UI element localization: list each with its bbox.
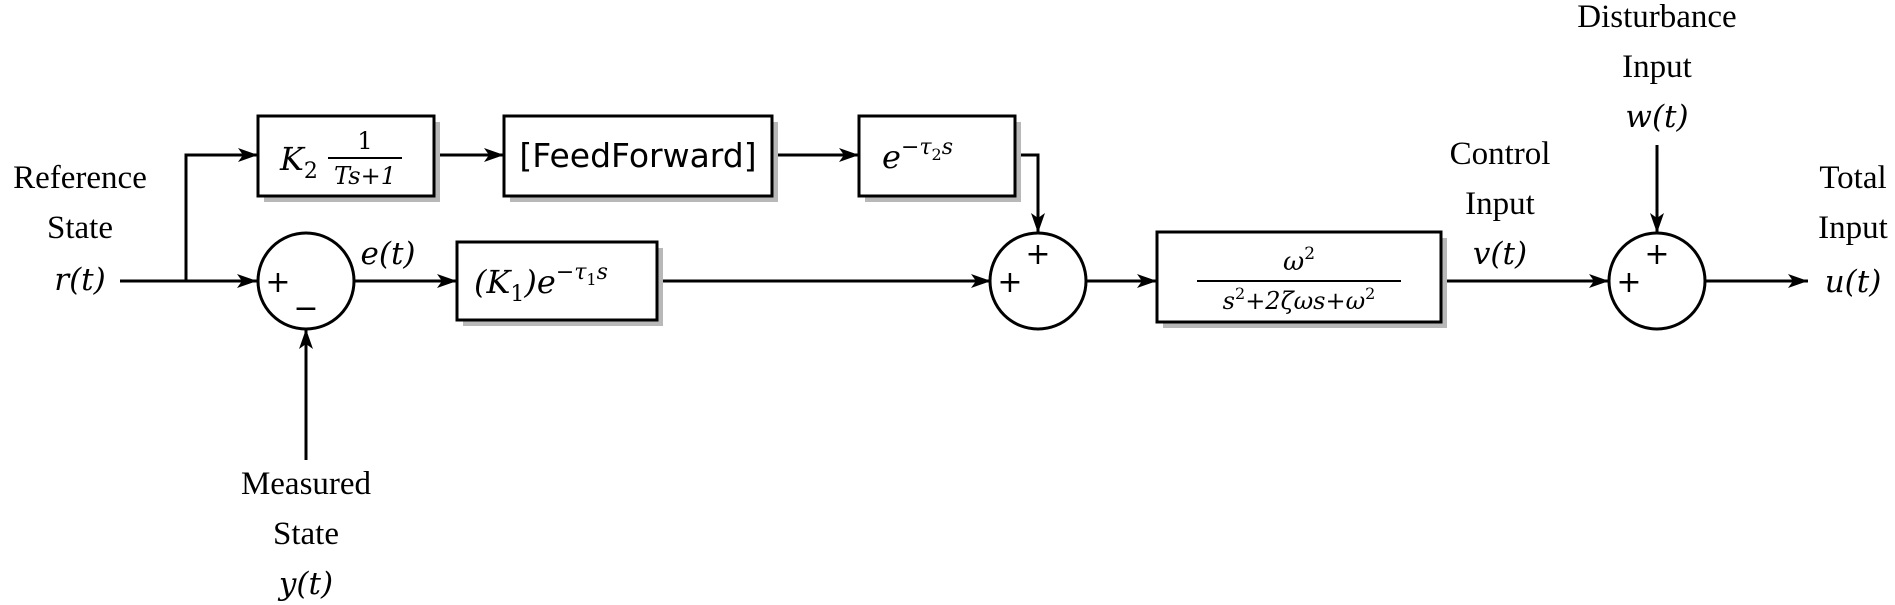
k2-gain-symbol: K2	[279, 140, 318, 184]
block-k2-lowpass: K2 1 Ts+1	[256, 114, 440, 202]
feedforward-label: [FeedForward]	[519, 136, 756, 175]
measured-label-line1: Measured	[241, 466, 372, 502]
disturbance-summing-junction: + +	[1607, 231, 1707, 331]
k2-fraction-denominator: Ts+1	[334, 162, 396, 190]
wire-delay-to-sum	[1021, 153, 1045, 233]
error-sum-plus-sign: +	[265, 265, 290, 300]
block-feedforward: [FeedForward]	[502, 114, 778, 202]
error-sum-minus-sign: −	[293, 291, 318, 326]
dist-sum-left-plus-sign: +	[1616, 265, 1641, 300]
measured-state-label: Measured State y(t)	[241, 466, 372, 602]
wire-branch-to-k2	[184, 148, 258, 281]
signal-wires	[120, 145, 1808, 460]
block-k1-delay: (K1)e−τ1s	[455, 240, 663, 326]
control-input-label: Control Input v(t)	[1450, 136, 1551, 272]
feedforward-summing-junction: + +	[988, 231, 1088, 331]
k2-fraction-numerator: 1	[357, 127, 372, 155]
total-label-line1: Total	[1819, 160, 1886, 196]
plant-numerator: ω2	[1283, 244, 1315, 277]
disturbance-label-line1: Disturbance	[1577, 0, 1736, 35]
measured-signal-label: y(t)	[277, 566, 333, 602]
error-summing-junction: + −	[256, 231, 356, 331]
disturbance-input-label: Disturbance Input w(t)	[1577, 0, 1736, 135]
total-label-line2: Input	[1818, 210, 1888, 246]
delay-tau2-expression: e−τ2s	[882, 135, 953, 176]
ff-sum-left-plus-sign: +	[997, 265, 1022, 300]
reference-label-line2: State	[47, 210, 113, 246]
measured-label-line2: State	[273, 516, 339, 552]
dist-sum-top-plus-sign: +	[1644, 237, 1669, 272]
reference-label-line1: Reference	[13, 160, 147, 196]
k1-delay-expression: (K1)e−τ1s	[474, 260, 608, 307]
disturbance-signal-label: w(t)	[1625, 99, 1688, 135]
control-signal-label: v(t)	[1473, 236, 1527, 272]
control-label-line2: Input	[1465, 186, 1535, 222]
total-input-label: Total Input u(t)	[1818, 160, 1888, 300]
control-label-line1: Control	[1450, 136, 1551, 172]
plant-denominator: s2+2ζωs+ω2	[1223, 284, 1376, 315]
reference-state-label: Reference State r(t)	[13, 160, 147, 298]
ff-sum-top-plus-sign: +	[1025, 237, 1050, 272]
block-plant: ω2 s2+2ζωs+ω2	[1155, 230, 1447, 328]
block-delay-tau2: e−τ2s	[857, 114, 1021, 202]
total-signal-label: u(t)	[1825, 264, 1882, 300]
disturbance-label-line2: Input	[1622, 49, 1692, 85]
reference-signal-label: r(t)	[54, 262, 105, 298]
error-signal-label: e(t)	[361, 236, 416, 272]
